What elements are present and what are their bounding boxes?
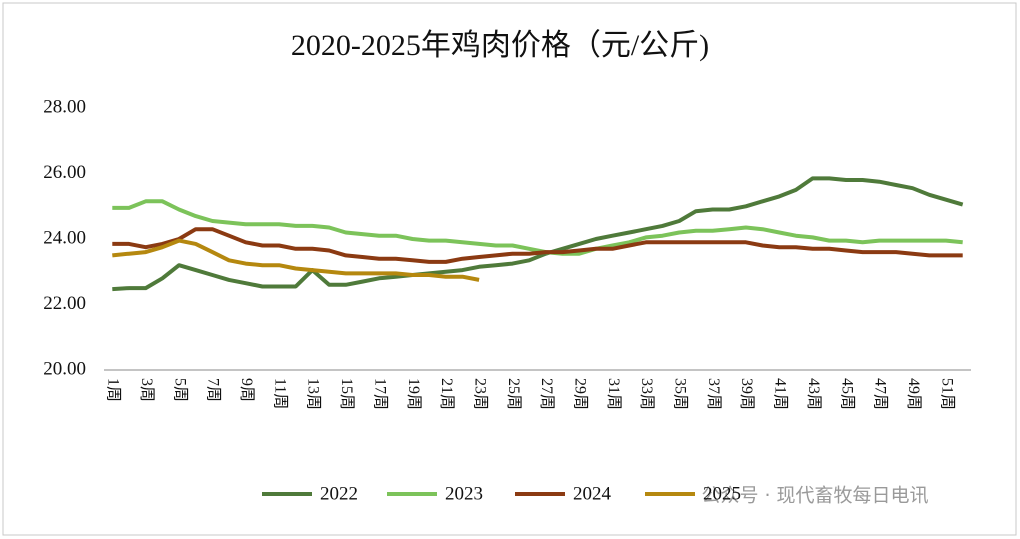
x-tick-label: 7周	[205, 378, 222, 402]
x-tick-label: 11周	[271, 378, 288, 409]
y-tick-label: 26.00	[43, 162, 86, 183]
x-tick-label: 27周	[538, 378, 555, 410]
x-tick-label: 23周	[471, 378, 488, 410]
x-tick-label: 13周	[305, 378, 322, 410]
series-line	[112, 176, 964, 292]
x-tick-label: 49周	[905, 378, 922, 410]
x-tick-label: 15周	[338, 378, 355, 410]
x-tick-label: 41周	[772, 378, 789, 410]
legend-label: 2022	[320, 483, 358, 504]
x-tick-label: 51周	[938, 378, 955, 410]
x-tick-label: 9周	[238, 378, 255, 402]
x-tick-label: 21周	[438, 378, 455, 410]
x-tick-label: 5周	[171, 378, 188, 402]
legend-label: 2023	[445, 483, 483, 504]
x-tick-label: 45周	[838, 378, 855, 410]
x-tick-label: 19周	[405, 378, 422, 410]
watermark: 公众号 · 现代畜牧每日电讯	[701, 485, 928, 507]
y-tick-label: 24.00	[43, 227, 86, 248]
x-tick-label: 1周	[105, 378, 122, 402]
x-tick-label: 17周	[371, 378, 388, 410]
x-tick-label: 3周	[138, 378, 155, 402]
x-tick-label: 47周	[872, 378, 889, 410]
chart-title: 2020-2025年鸡肉价格（元/公斤)	[291, 29, 709, 62]
x-tick-label: 39周	[738, 378, 755, 410]
series-line	[112, 199, 963, 256]
legend-label: 2025	[703, 483, 741, 504]
series-line	[112, 238, 480, 282]
series-line	[112, 227, 963, 264]
y-tick-label: 20.00	[43, 358, 86, 379]
x-tick-label: 37周	[705, 378, 722, 410]
x-tick-label: 25周	[505, 378, 522, 410]
x-tick-label: 35周	[672, 378, 689, 410]
legend-label: 2024	[573, 483, 612, 504]
x-tick-label: 33周	[638, 378, 655, 410]
y-tick-label: 28.00	[43, 96, 86, 117]
y-tick-label: 22.00	[43, 293, 86, 314]
x-tick-label: 31周	[605, 378, 622, 410]
x-tick-label: 29周	[572, 378, 589, 410]
x-tick-label: 43周	[805, 378, 822, 410]
